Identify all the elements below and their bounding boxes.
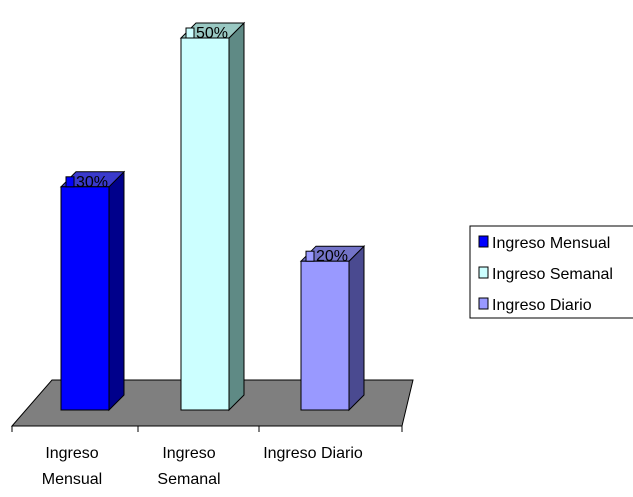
bar-front [60, 186, 110, 411]
bar-side [348, 244, 365, 412]
bar-side [228, 21, 245, 412]
bars [59, 21, 366, 412]
data-label-key [185, 27, 195, 39]
bar-3 [299, 244, 366, 412]
x-tick-label: Ingreso Diario [263, 445, 363, 462]
data-label-2: 50% [185, 25, 228, 42]
data-label-text: 30% [76, 174, 108, 191]
data-label-text: 20% [316, 248, 348, 265]
x-tick-label: Ingreso Mensual [42, 445, 102, 488]
legend-item-3: Ingreso Diario [478, 297, 592, 314]
legend-item-1: Ingreso Mensual [478, 235, 610, 252]
legend-swatch [478, 235, 489, 248]
data-label-text: 50% [196, 25, 228, 42]
legend-swatch [478, 297, 489, 310]
bar-2 [179, 21, 246, 412]
bar-1 [59, 170, 126, 412]
legend-item-2: Ingreso Semanal [478, 266, 613, 283]
x-tick-label: Ingreso Semanal [157, 445, 220, 488]
x-axis [11, 425, 403, 432]
legend-swatch [478, 266, 489, 279]
bar-side [108, 170, 125, 412]
legend-label: Ingreso Mensual [492, 235, 610, 252]
legend-label: Ingreso Semanal [492, 266, 613, 283]
data-label-3: 20% [305, 248, 348, 265]
bar-front [180, 37, 230, 411]
legend-box [469, 225, 633, 319]
data-label-key [305, 250, 315, 262]
legend: Ingreso Mensual Ingreso Semanal Ingreso Di… [469, 225, 633, 319]
data-labels: 30% 50% 20% [65, 25, 348, 265]
data-label-1: 30% [65, 174, 108, 191]
x-tick-labels: Ingreso Mensual Ingreso Semanal Ingreso Diar… [42, 445, 363, 488]
data-label-key [65, 176, 75, 188]
legend-label: Ingreso Diario [492, 297, 592, 314]
bar-front [300, 260, 350, 411]
